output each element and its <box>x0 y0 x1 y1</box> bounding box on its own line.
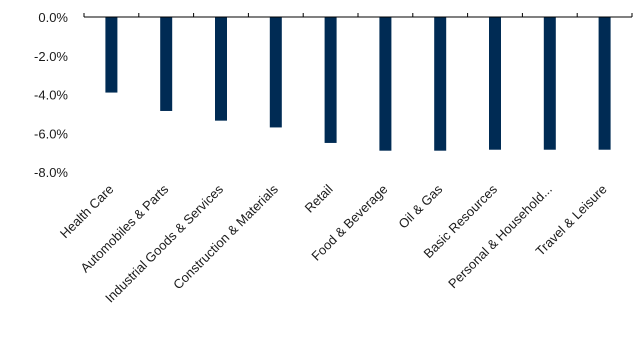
bar <box>489 17 501 150</box>
category-label: Personal & Household... <box>445 182 555 292</box>
y-axis-ticks: 0.0% -2.0% -4.0% -6.0% -8.0% <box>34 10 68 180</box>
bar <box>105 17 118 93</box>
bar <box>160 17 173 111</box>
y-tick-label: -6.0% <box>34 126 68 141</box>
y-tick-label: 0.0% <box>38 10 68 25</box>
category-label: Health Care <box>57 182 117 242</box>
y-tick-label: -8.0% <box>34 165 68 180</box>
y-tick-label: -4.0% <box>34 88 68 103</box>
y-tick-label: -2.0% <box>34 49 68 64</box>
bar <box>434 17 447 151</box>
bar <box>379 17 392 151</box>
bar <box>598 17 611 150</box>
category-label: Construction & Materials <box>170 181 281 292</box>
category-label: Oil & Gas <box>395 181 445 231</box>
bar <box>269 17 282 128</box>
bar <box>543 17 556 150</box>
bar <box>215 17 227 121</box>
category-label: Retail <box>302 181 336 215</box>
x-axis-ticks <box>83 13 633 17</box>
bar <box>324 17 337 143</box>
bars <box>105 17 611 151</box>
